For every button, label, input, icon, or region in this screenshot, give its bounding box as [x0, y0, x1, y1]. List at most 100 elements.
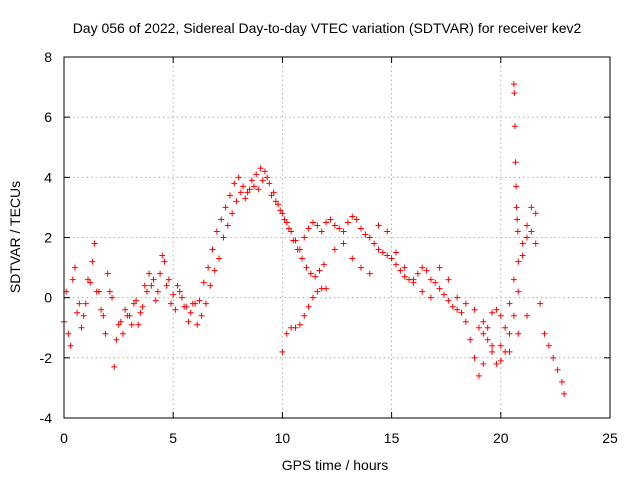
data-point-track-a-52: [288, 228, 295, 235]
data-point-track-b-21: [154, 288, 161, 295]
data-point-track-b-1: [67, 342, 74, 349]
data-point-track-a-35: [213, 228, 220, 235]
x-tick-labels: 0 5 10 15 20 25: [60, 430, 618, 446]
data-point-track-a-34: [209, 246, 216, 253]
data-point-track-d-4: [493, 360, 500, 367]
data-point-track-b-29: [189, 300, 196, 307]
data-point-track-b-6: [89, 258, 96, 265]
y-tick-label-2: 0: [44, 290, 52, 306]
data-point-track-a-11: [109, 294, 116, 301]
data-point-track-c-25: [454, 294, 461, 301]
data-point-track-a-50: [279, 210, 286, 217]
data-point-track-d-13: [532, 210, 539, 217]
x-tick-label-5: 25: [602, 430, 618, 446]
data-point-track-b-45: [259, 177, 266, 184]
data-point-track-a-83: [423, 267, 430, 274]
data-point-track-c-8: [314, 288, 321, 295]
data-point-track-a-19: [143, 288, 150, 295]
data-point-track-b-58: [316, 267, 323, 274]
data-point-track-a-105: [519, 252, 526, 259]
data-point-track-c-15: [366, 270, 373, 277]
data-point-track-a-39: [231, 180, 238, 187]
y-tick-label-5: 6: [44, 109, 52, 125]
data-point-track-c-28: [480, 330, 487, 337]
data-point-track-a-46: [261, 168, 268, 175]
data-point-track-d-17: [550, 354, 557, 361]
data-point-track-a-18: [139, 303, 146, 310]
x-axis-label: GPS time / hours: [282, 457, 389, 473]
data-point-track-a-49: [275, 201, 282, 208]
data-point-track-a-81: [414, 270, 421, 277]
data-point-track-a-23: [161, 258, 168, 265]
data-point-track-a-74: [384, 252, 391, 259]
data-point-track-a-29: [187, 309, 194, 316]
data-point-track-a-102: [506, 330, 513, 337]
data-point-track-c-5: [301, 312, 308, 319]
data-point-track-a-68: [358, 225, 365, 232]
data-point-track-d-8: [510, 276, 517, 283]
data-point-track-a-57: [309, 219, 316, 226]
data-point-track-c-14: [358, 264, 365, 271]
data-point-track-b-2: [71, 264, 78, 271]
data-point-track-b-15: [128, 321, 135, 328]
data-point-track-a-41: [240, 183, 247, 190]
data-point-track-a-106: [524, 234, 531, 241]
data-point-track-b-59: [320, 261, 327, 268]
data-point-track-c-4: [296, 321, 303, 328]
data-point-track-c-3: [292, 324, 299, 331]
data-point-track-a-84: [427, 276, 434, 283]
data-point-track-c-24: [445, 276, 452, 283]
data-point-track-c-32: [515, 330, 522, 337]
y-tick-labels: -4 -2 0 2 4 6 8: [40, 49, 53, 426]
data-point-track-b-36: [220, 234, 227, 241]
data-point-track-c-30: [497, 357, 504, 364]
data-point-track-a-64: [340, 228, 347, 235]
x-tick-label-0: 0: [60, 430, 68, 446]
data-point-track-a-14: [122, 306, 129, 313]
data-point-track-b-53: [294, 246, 301, 253]
data-point-track-a-87: [441, 291, 448, 298]
data-point-track-c-18: [392, 249, 399, 256]
data-point-track-a-73: [379, 249, 386, 256]
data-point-track-d-20: [561, 390, 568, 397]
x-tick-label-3: 15: [384, 430, 400, 446]
data-point-track-b-30: [194, 321, 201, 328]
y-tick-label-6: 8: [44, 49, 52, 65]
data-point-track-b-11: [111, 363, 118, 370]
data-point-track-c-13: [349, 255, 356, 262]
data-point-track-a-59: [318, 228, 325, 235]
data-point-track-a-33: [205, 264, 212, 271]
data-point-track-a-88: [445, 297, 452, 304]
data-point-track-b-14: [124, 312, 131, 319]
x-tick-label-2: 10: [275, 430, 291, 446]
data-point-track-d-12: [528, 204, 535, 211]
x-tick-label-1: 5: [169, 430, 177, 446]
data-point-track-b-5: [85, 276, 92, 283]
data-point-track-b-55: [303, 264, 310, 271]
data-point-track-c-19: [401, 264, 408, 271]
data-point-track-b-24: [168, 300, 175, 307]
data-point-track-a-26: [174, 282, 181, 289]
data-point-track-a-104: [515, 288, 522, 295]
data-point-track-a-93: [467, 336, 474, 343]
data-point-track-b-13: [119, 330, 126, 337]
y-axis-label: SDTVAR / TECUs: [7, 181, 23, 293]
data-point-track-c-23: [436, 264, 443, 271]
data-point-track-b-43: [251, 183, 258, 190]
data-point-track-a-47: [266, 180, 273, 187]
data-point-track-a-17: [135, 321, 142, 328]
data-point-track-d-3: [489, 348, 496, 355]
data-point-track-b-37: [224, 222, 231, 229]
data-point-track-b-49: [277, 207, 284, 214]
data-point-track-a-89: [449, 303, 456, 310]
data-point-track-b-23: [163, 282, 170, 289]
data-point-track-b-42: [246, 186, 253, 193]
data-point-track-b-56: [307, 270, 314, 277]
data-point-spike-6: [514, 216, 521, 223]
y-tick-label-1: -2: [40, 350, 53, 366]
data-point-track-a-24: [165, 276, 172, 283]
data-point-track-d-14: [537, 300, 544, 307]
data-point-track-a-25: [170, 291, 177, 298]
data-point-track-a-37: [222, 204, 229, 211]
data-point-track-c-31: [506, 348, 513, 355]
